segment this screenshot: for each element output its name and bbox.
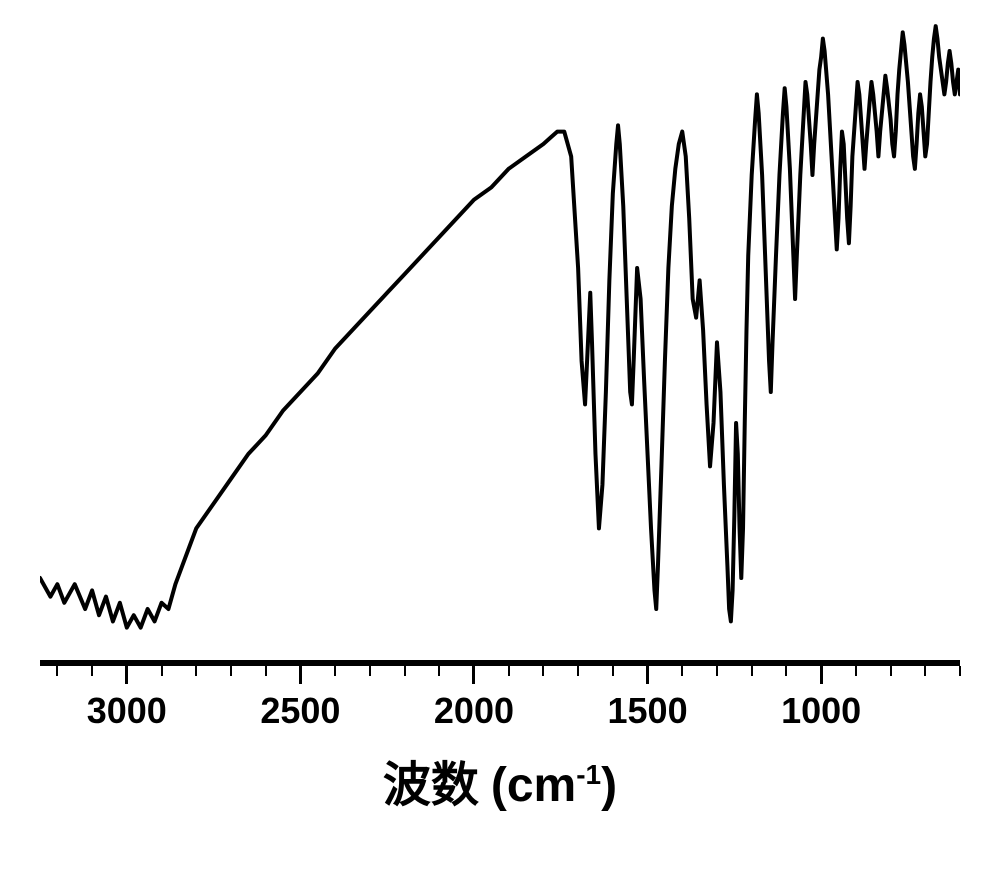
x-minor-tick [577, 666, 579, 676]
x-minor-tick [924, 666, 926, 676]
x-tick-label: 2000 [434, 690, 514, 732]
x-minor-tick [820, 666, 822, 676]
x-minor-tick [855, 666, 857, 676]
x-minor-tick [334, 666, 336, 676]
x-minor-tick [404, 666, 406, 676]
x-minor-tick [508, 666, 510, 676]
x-minor-tick [890, 666, 892, 676]
x-minor-tick [612, 666, 614, 676]
plot-area [40, 20, 960, 640]
x-axis-label: 波数 (cm-1) [0, 745, 1000, 815]
x-tick-label: 1000 [781, 690, 861, 732]
x-minor-tick [56, 666, 58, 676]
x-minor-tick [647, 666, 649, 676]
x-tick-label: 1500 [608, 690, 688, 732]
x-minor-tick [751, 666, 753, 676]
spectrum-line [40, 20, 960, 640]
x-minor-tick [161, 666, 163, 676]
x-minor-tick [369, 666, 371, 676]
x-tick-label: 3000 [87, 690, 167, 732]
x-tick-label: 2500 [260, 690, 340, 732]
x-minor-tick [195, 666, 197, 676]
x-minor-tick [299, 666, 301, 676]
x-minor-tick [785, 666, 787, 676]
x-minor-tick [265, 666, 267, 676]
x-minor-tick [959, 666, 961, 676]
chart-container: 30002500200015001000 [40, 20, 960, 680]
x-minor-tick [542, 666, 544, 676]
x-minor-tick [126, 666, 128, 676]
x-axis-label-text: 波数 (cm-1) [383, 759, 617, 812]
x-minor-tick [716, 666, 718, 676]
x-minor-tick [681, 666, 683, 676]
x-minor-tick [91, 666, 93, 676]
x-minor-tick [438, 666, 440, 676]
x-minor-tick [473, 666, 475, 676]
x-minor-tick [230, 666, 232, 676]
